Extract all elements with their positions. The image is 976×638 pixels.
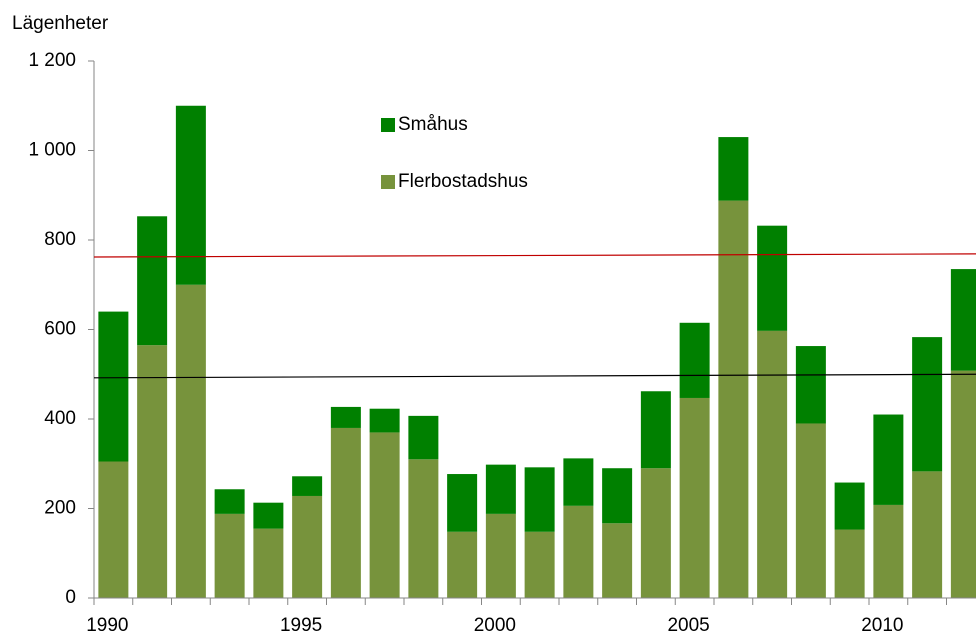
legend-label: Flerbostadshus bbox=[398, 171, 528, 192]
bar-segment bbox=[447, 531, 478, 598]
bar-segment bbox=[292, 476, 323, 496]
y-tick-label: 1 000 bbox=[28, 140, 76, 161]
bar-segment bbox=[408, 459, 439, 598]
bar-segment bbox=[912, 471, 943, 598]
bar-segment bbox=[950, 269, 976, 371]
bar-segment bbox=[795, 346, 826, 424]
bar-segment bbox=[214, 489, 245, 514]
bar-segment bbox=[98, 311, 129, 462]
bar-segment bbox=[98, 461, 129, 598]
bar-segment bbox=[485, 513, 516, 598]
bar-segment bbox=[834, 529, 865, 598]
bar-segment bbox=[175, 105, 206, 285]
bar-segment bbox=[873, 414, 904, 505]
bar-segment bbox=[447, 474, 478, 532]
bar-segment bbox=[524, 531, 555, 598]
y-tick-label: 800 bbox=[44, 229, 76, 250]
bar-segment bbox=[175, 284, 206, 598]
x-tick-label: 1990 bbox=[86, 615, 128, 636]
bar-segment bbox=[679, 397, 710, 598]
legend-label: Småhus bbox=[398, 114, 468, 135]
bar-segment bbox=[718, 200, 749, 598]
bar-segment bbox=[485, 464, 516, 514]
y-tick-label: 200 bbox=[44, 498, 76, 519]
y-axis-title: Lägenheter bbox=[12, 13, 109, 34]
bar-segment bbox=[330, 427, 361, 598]
bar-segment bbox=[679, 322, 710, 398]
bar-segment bbox=[640, 468, 671, 598]
legend-swatch bbox=[381, 118, 395, 132]
bar-segment bbox=[563, 458, 594, 506]
bar-segment bbox=[292, 495, 323, 598]
bar-segment bbox=[408, 415, 439, 460]
reference-line bbox=[93, 253, 976, 258]
bar-segment bbox=[834, 482, 865, 530]
bar-segment bbox=[602, 523, 633, 598]
bar-segment bbox=[330, 406, 361, 428]
bar-segment bbox=[524, 467, 555, 532]
bar-segment bbox=[137, 345, 168, 598]
bar-segment bbox=[640, 391, 671, 469]
bar-segment bbox=[757, 330, 788, 598]
bar-segment bbox=[369, 408, 400, 433]
y-tick-label: 400 bbox=[44, 408, 76, 429]
bar-segment bbox=[137, 216, 168, 346]
x-tick-label: 2000 bbox=[474, 615, 516, 636]
legend-swatch bbox=[381, 175, 395, 189]
bar-segment bbox=[563, 505, 594, 598]
bar-segment bbox=[253, 502, 284, 529]
bar-segment bbox=[602, 468, 633, 524]
y-tick-label: 600 bbox=[44, 319, 76, 340]
y-tick-label: 0 bbox=[65, 587, 76, 608]
reference-line bbox=[93, 373, 976, 379]
bar-segment bbox=[950, 370, 976, 598]
bar-segment bbox=[912, 337, 943, 472]
bar-segment bbox=[369, 432, 400, 598]
bar-segment bbox=[795, 423, 826, 598]
x-tick-label: 2010 bbox=[861, 615, 903, 636]
y-tick-label: 1 200 bbox=[28, 50, 76, 71]
bar-segment bbox=[873, 504, 904, 598]
bar-segment bbox=[253, 528, 284, 598]
bar-segment bbox=[757, 225, 788, 331]
bar-segment bbox=[214, 513, 245, 598]
x-tick-label: 2005 bbox=[667, 615, 709, 636]
x-tick-label: 1995 bbox=[280, 615, 322, 636]
bar-segment bbox=[718, 137, 749, 201]
